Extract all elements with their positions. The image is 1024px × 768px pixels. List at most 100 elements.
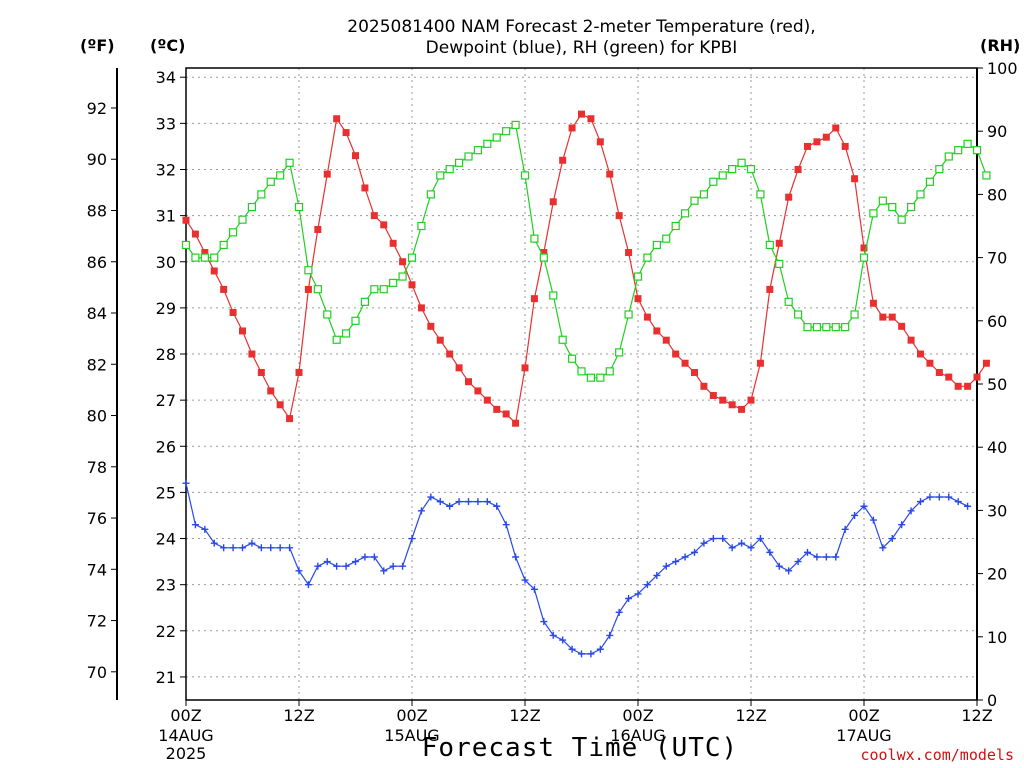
dewpoint-point: [370, 553, 378, 561]
dewpoint-point: [954, 498, 962, 506]
rh-point: [633, 272, 643, 281]
rh-point: [266, 177, 275, 186]
rh-point: [793, 310, 803, 319]
temperature-point: [201, 249, 209, 257]
celsius-tick-label: 28: [156, 345, 176, 364]
temperature-point: [427, 322, 435, 330]
temperature-point: [907, 336, 915, 344]
temperature-point: [568, 124, 576, 132]
dewpoint-point: [822, 553, 830, 561]
celsius-tick-label: 22: [156, 622, 176, 641]
dewpoint-point: [578, 650, 585, 658]
temperature-point: [766, 285, 774, 293]
dewpoint-point: [276, 544, 284, 552]
x-tick-label: 12Z: [735, 706, 766, 725]
rh-point: [473, 146, 483, 155]
dewpoint-point: [860, 502, 868, 510]
temperature-point: [530, 295, 538, 303]
temperature-point: [719, 396, 727, 404]
rh-point: [897, 215, 906, 224]
rh-point: [803, 323, 812, 332]
temperature-point: [888, 313, 896, 321]
rh-point: [643, 253, 652, 262]
temperature-point: [691, 368, 698, 376]
dewpoint-point: [333, 562, 341, 570]
dewpoint-point: [926, 493, 934, 501]
rh-point: [389, 278, 398, 287]
dewpoint-point: [417, 507, 425, 515]
temperature-point: [455, 364, 463, 372]
dewpoint-point: [851, 511, 859, 519]
temperature-point: [286, 415, 294, 423]
rh-point: [859, 253, 869, 262]
rh-point: [276, 171, 285, 180]
temperature-point: [851, 175, 859, 183]
dewpoint-point: [465, 498, 472, 506]
temperature-point: [869, 299, 877, 307]
rh-point: [398, 272, 407, 281]
dewpoint-point: [436, 498, 444, 506]
dewpoint-point: [304, 581, 312, 589]
dewpoint-point: [756, 535, 764, 543]
temperature-point: [625, 249, 633, 257]
rh-point: [417, 221, 426, 231]
temperature-point: [512, 419, 520, 427]
rh-point: [520, 171, 530, 180]
dewpoint-point: [898, 521, 906, 529]
rh-point: [963, 139, 972, 148]
fahrenheit-tick-label: 90: [87, 150, 107, 169]
rh-point: [426, 190, 435, 199]
temperature-point: [540, 249, 548, 257]
temperature-point: [794, 165, 802, 173]
temperature-point: [342, 129, 350, 137]
temperature-point: [738, 405, 746, 413]
temperature-point: [352, 152, 359, 160]
temperature-point: [521, 364, 529, 372]
rh-point: [624, 310, 633, 319]
dewpoint-point: [521, 576, 529, 584]
rh-point: [737, 158, 746, 167]
dewpoint-point: [596, 645, 604, 653]
dewpoint-point: [728, 544, 736, 552]
dewpoint-point: [879, 544, 887, 552]
temperature-point: [747, 396, 755, 404]
dewpoint-point: [210, 539, 218, 547]
dewpoint-point: [964, 502, 972, 510]
rh-point: [831, 323, 840, 332]
temperature-point: [559, 156, 567, 164]
rh-point: [954, 146, 963, 155]
temperature-point: [361, 184, 369, 192]
temperature-point: [323, 170, 331, 178]
rh-point: [407, 253, 417, 262]
dewpoint-point: [239, 544, 246, 552]
temperature-point: [596, 138, 604, 146]
x-tick-label: 12Z: [961, 706, 992, 725]
temperature-point: [578, 110, 585, 118]
chart-title-line-1: 2025081400 NAM Forecast 2-meter Temperat…: [347, 17, 816, 37]
rh-point: [775, 259, 784, 269]
temperature-point: [314, 225, 322, 233]
fahrenheit-unit-label: (ºF): [80, 36, 115, 55]
dewpoint-point: [220, 544, 228, 552]
rh-point: [577, 367, 586, 376]
rh-point: [370, 285, 379, 294]
dewpoint-point: [643, 581, 651, 589]
temperature-point: [408, 281, 416, 289]
dewpoint-point: [691, 548, 698, 556]
celsius-tick-label: 34: [156, 68, 176, 87]
temperature-point: [370, 212, 378, 220]
series-line: [185, 483, 968, 655]
rh-point: [492, 133, 501, 142]
dewpoint-point: [615, 608, 623, 616]
dewpoint-point: [323, 558, 331, 566]
rh-point: [200, 253, 209, 262]
x-tick-label: 00Z: [170, 706, 201, 725]
temperature-point: [333, 115, 341, 123]
dewpoint-point: [286, 544, 294, 552]
temperature-point: [822, 133, 830, 141]
temperature-point: [917, 350, 924, 358]
rh-point: [285, 158, 294, 167]
rh-point: [483, 139, 492, 148]
temperature-point: [380, 221, 388, 229]
temperature-point: [267, 387, 275, 395]
